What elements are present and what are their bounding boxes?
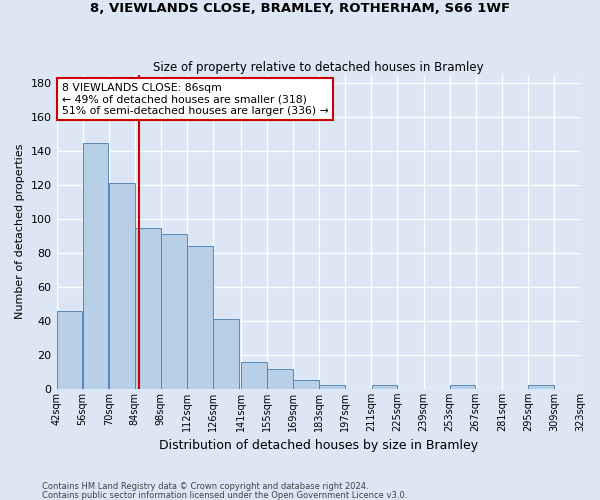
Title: Size of property relative to detached houses in Bramley: Size of property relative to detached ho…: [153, 60, 484, 74]
Y-axis label: Number of detached properties: Number of detached properties: [15, 144, 25, 320]
Text: Contains public sector information licensed under the Open Government Licence v3: Contains public sector information licen…: [42, 490, 407, 500]
Bar: [319, 386, 345, 389]
Bar: [450, 386, 475, 389]
Bar: [161, 234, 187, 389]
Bar: [109, 184, 134, 389]
Bar: [187, 246, 213, 389]
Bar: [293, 380, 319, 389]
X-axis label: Distribution of detached houses by size in Bramley: Distribution of detached houses by size …: [159, 440, 478, 452]
Text: 8 VIEWLANDS CLOSE: 86sqm
← 49% of detached houses are smaller (318)
51% of semi-: 8 VIEWLANDS CLOSE: 86sqm ← 49% of detach…: [62, 82, 329, 116]
Bar: [213, 320, 239, 389]
Bar: [135, 228, 161, 389]
Text: Contains HM Land Registry data © Crown copyright and database right 2024.: Contains HM Land Registry data © Crown c…: [42, 482, 368, 491]
Bar: [83, 142, 109, 389]
Bar: [268, 368, 293, 389]
Bar: [57, 311, 82, 389]
Bar: [241, 362, 267, 389]
Text: 8, VIEWLANDS CLOSE, BRAMLEY, ROTHERHAM, S66 1WF: 8, VIEWLANDS CLOSE, BRAMLEY, ROTHERHAM, …: [90, 2, 510, 16]
Bar: [371, 386, 397, 389]
Bar: [528, 386, 554, 389]
